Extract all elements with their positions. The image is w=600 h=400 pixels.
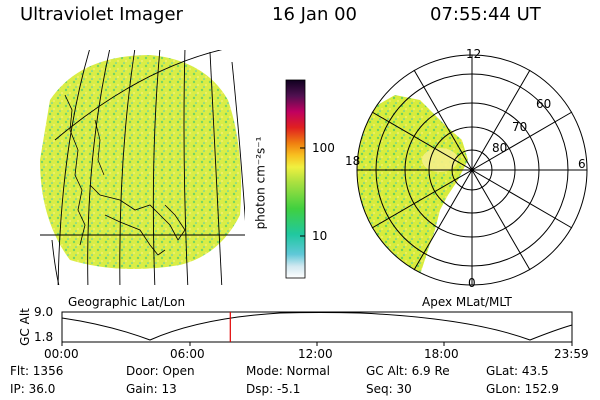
timeline-ymax: 9.0: [34, 305, 54, 319]
time-tick-0600: 06:00: [170, 347, 205, 361]
colorbar-tick-10: 10: [312, 229, 328, 243]
time-tick-1200: 12:00: [298, 347, 333, 361]
colorbar-unit-label: photon cm⁻²s⁻¹: [253, 136, 268, 230]
colorbar-tick-100: 100: [312, 141, 335, 155]
time-tick-1800: 18:00: [424, 347, 459, 361]
image-time: 07:55:44 UT: [430, 4, 541, 25]
info-ip: IP: 36.0: [10, 382, 56, 396]
info-gain: Gain: 13: [126, 382, 177, 396]
mlat-label-70: 70: [512, 120, 528, 134]
info-dsp: Dsp: -5.1: [246, 382, 301, 396]
info-mode: Mode: Normal: [246, 364, 330, 378]
info-gc-alt: GC Alt: 6.9 Re: [366, 364, 450, 378]
info-glon: GLon: 152.9: [486, 382, 559, 396]
mlt-label-0: 0: [468, 276, 476, 290]
info-door: Door: Open: [126, 364, 195, 378]
mlt-label-18: 18: [345, 154, 361, 168]
polar-panel-label: Apex MLat/MLT: [422, 295, 512, 309]
orbit-altitude-plot: [61, 311, 573, 346]
mlat-label-60: 60: [536, 97, 552, 111]
geographic-image: [40, 50, 245, 285]
polar-plot: [356, 54, 588, 286]
mlt-label-12: 12: [466, 47, 482, 61]
geographic-panel-label: Geographic Lat/Lon: [68, 295, 186, 309]
mlt-label-6: 6: [578, 157, 586, 171]
info-seq: Seq: 30: [366, 382, 412, 396]
timeline-ymin: 1.8: [34, 330, 54, 344]
info-flight: Flt: 1356: [10, 364, 64, 378]
time-tick-2359: 23:59: [554, 347, 589, 361]
time-tick-0000: 00:00: [44, 347, 79, 361]
colorbar: [285, 79, 306, 279]
timeline-ylabel: GC Alt: [17, 308, 32, 346]
mlat-label-80: 80: [492, 141, 508, 155]
image-date: 16 Jan 00: [272, 4, 357, 25]
instrument-title: Ultraviolet Imager: [20, 4, 183, 25]
info-glat: GLat: 43.5: [486, 364, 549, 378]
